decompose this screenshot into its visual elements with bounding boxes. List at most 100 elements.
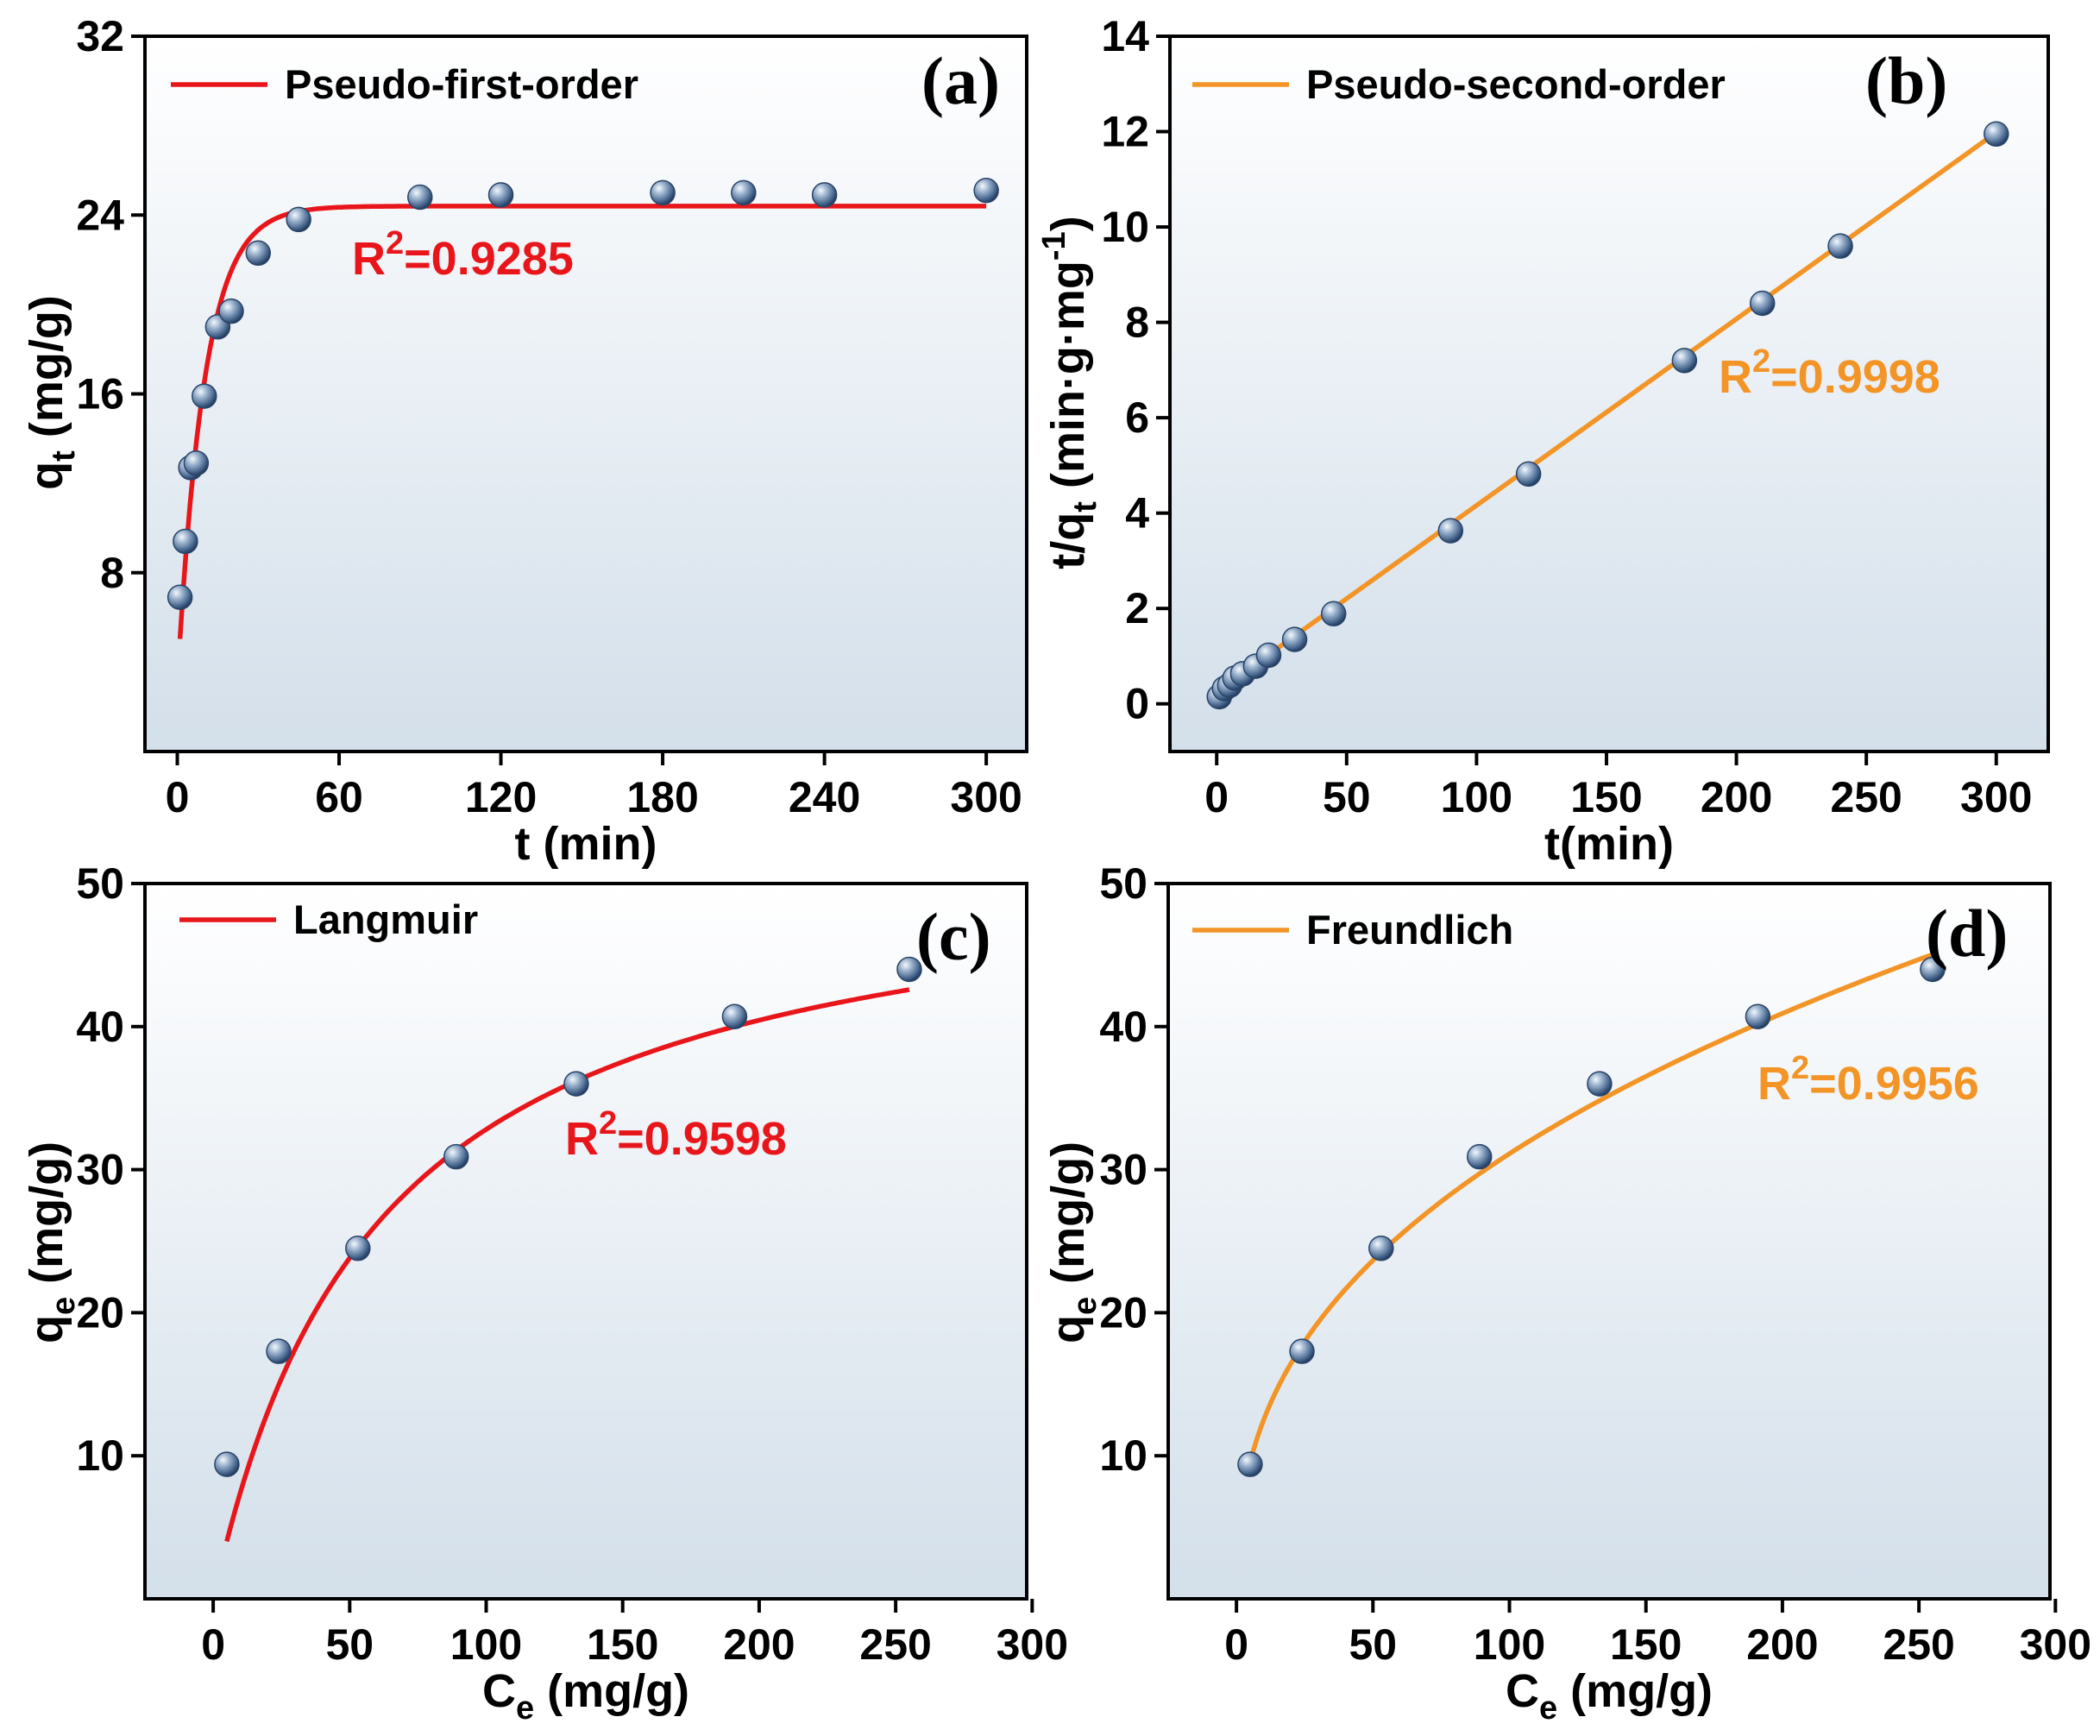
- y-axis-label: qe (mg/g): [21, 1142, 82, 1343]
- data-point: [245, 240, 272, 267]
- x-tick-label: 200: [1701, 773, 1772, 821]
- x-tick-label: 300: [950, 773, 1022, 821]
- x-axis-label-main: C: [1506, 1665, 1539, 1717]
- r2-sup: 2: [599, 1105, 617, 1142]
- x-tick-label: 250: [1830, 773, 1902, 821]
- y-tick-label: 40: [76, 1003, 124, 1051]
- data-point: [1749, 290, 1776, 317]
- r2-annotation: R2=0.9956: [1757, 1050, 1979, 1110]
- data-point: [345, 1236, 371, 1261]
- y-axis-label-main: t/q: [1042, 513, 1094, 569]
- data-point: [487, 182, 514, 208]
- r2-annotation: R2=0.9598: [565, 1105, 787, 1165]
- legend-label: Pseudo-second-order: [1306, 61, 1726, 107]
- x-axis-label-rest: (mg/g): [534, 1665, 689, 1717]
- legend-label: Langmuir: [293, 896, 478, 942]
- x-tick-label: 200: [723, 1620, 795, 1669]
- x-tick-label: 100: [450, 1620, 522, 1669]
- y-axis-label: qt (mg/g): [21, 295, 82, 490]
- panel-b: 0 50 100 150 200 250 300 0 2 4 6 8 10 12 14 t(min) t/qt …: [1036, 12, 2050, 870]
- x-tick-label: 300: [997, 1620, 1068, 1669]
- data-point: [1368, 1236, 1394, 1261]
- y-axis-label-rest: (mg/g): [21, 1142, 72, 1297]
- x-tick-label: 200: [1746, 1620, 1818, 1669]
- data-point: [214, 1451, 240, 1477]
- data-point: [973, 178, 999, 204]
- x-axis-label: Ce (mg/g): [482, 1665, 689, 1727]
- x-axis-label-sub: e: [1539, 1690, 1557, 1727]
- r2-annotation: R2=0.9285: [352, 225, 574, 285]
- data-point: [192, 383, 217, 409]
- plot-area: [143, 882, 1028, 1601]
- r2-value: =0.9998: [1770, 351, 1940, 403]
- y-axis-label-sup: -1: [1036, 231, 1072, 261]
- r2-sup: 2: [386, 225, 404, 261]
- data-point: [1466, 1143, 1493, 1170]
- data-point: [1437, 518, 1464, 544]
- y-tick-label: 6: [1125, 393, 1149, 442]
- y-tick-label: 20: [1099, 1288, 1147, 1337]
- y-axis-label-main: q: [21, 462, 72, 490]
- y-tick-label: 24: [76, 191, 124, 239]
- data-point: [650, 179, 676, 206]
- r2-base: R: [352, 233, 386, 285]
- x-tick-label: 150: [1570, 773, 1642, 821]
- x-tick-label: 240: [789, 773, 860, 821]
- x-tick-label: 150: [587, 1620, 658, 1669]
- data-point: [218, 298, 244, 324]
- y-tick-label: 16: [76, 370, 124, 418]
- x-tick-label: 0: [1204, 773, 1229, 821]
- data-point: [1237, 1451, 1263, 1477]
- data-point: [173, 528, 198, 555]
- data-point: [1920, 956, 1946, 983]
- y-tick-label: 0: [1125, 680, 1149, 728]
- data-point: [1745, 1003, 1771, 1029]
- data-point: [1289, 1338, 1315, 1364]
- panel-label: (d): [1926, 896, 2008, 971]
- data-point: [811, 182, 838, 208]
- y-tick-label: 10: [1099, 1431, 1147, 1480]
- y-tick-label: 4: [1125, 489, 1149, 538]
- data-point: [1515, 461, 1542, 487]
- y-tick-label: 10: [76, 1431, 124, 1480]
- y-tick-label: 30: [1099, 1146, 1147, 1194]
- panel-label: (b): [1865, 43, 1947, 118]
- x-tick-label: 100: [1474, 1620, 1545, 1669]
- panel-a: 0 60 120 180 240 300 8 16 24 32 t (min) qt (mg/g) Ps…: [21, 12, 1028, 870]
- data-point: [1320, 601, 1347, 627]
- r2-base: R: [1719, 351, 1752, 403]
- x-tick-label: 250: [1883, 1620, 1954, 1669]
- x-axis-label-sub: e: [516, 1690, 534, 1727]
- y-tick-label: 14: [1101, 12, 1149, 60]
- x-tick-label: 120: [465, 773, 537, 821]
- y-axis-label-sub: e: [1067, 1297, 1103, 1315]
- data-point: [721, 1003, 748, 1029]
- x-tick-label: 0: [1224, 1620, 1248, 1669]
- y-tick-label: 32: [76, 12, 124, 60]
- r2-value: =0.9598: [617, 1113, 787, 1165]
- y-tick-label: 2: [1125, 584, 1149, 632]
- data-point: [1984, 121, 2009, 148]
- x-tick-label: 250: [859, 1620, 931, 1669]
- r2-sup: 2: [1791, 1050, 1809, 1086]
- y-axis-label-rest: (mg/g): [1042, 1142, 1094, 1297]
- y-axis-label-sub: e: [46, 1297, 82, 1315]
- x-tick-label: 0: [166, 773, 190, 821]
- x-tick-label: 180: [626, 773, 698, 821]
- data-point: [896, 956, 922, 983]
- y-tick-label: 10: [1101, 203, 1149, 251]
- y-axis-label-sub: t: [46, 450, 82, 462]
- y-axis-label: t/qt (min·g·mg-1): [1036, 216, 1103, 569]
- x-tick-label: 300: [2020, 1620, 2091, 1669]
- data-point: [1671, 348, 1698, 374]
- r2-value: =0.9956: [1809, 1058, 1979, 1110]
- plot-area: [1168, 35, 2050, 753]
- data-point: [731, 179, 757, 206]
- y-tick-label: 50: [76, 859, 124, 908]
- data-point: [407, 184, 433, 211]
- x-axis-label: Ce (mg/g): [1506, 1665, 1713, 1727]
- data-point: [443, 1143, 469, 1170]
- data-point: [563, 1071, 589, 1097]
- plot-area: [143, 35, 1028, 753]
